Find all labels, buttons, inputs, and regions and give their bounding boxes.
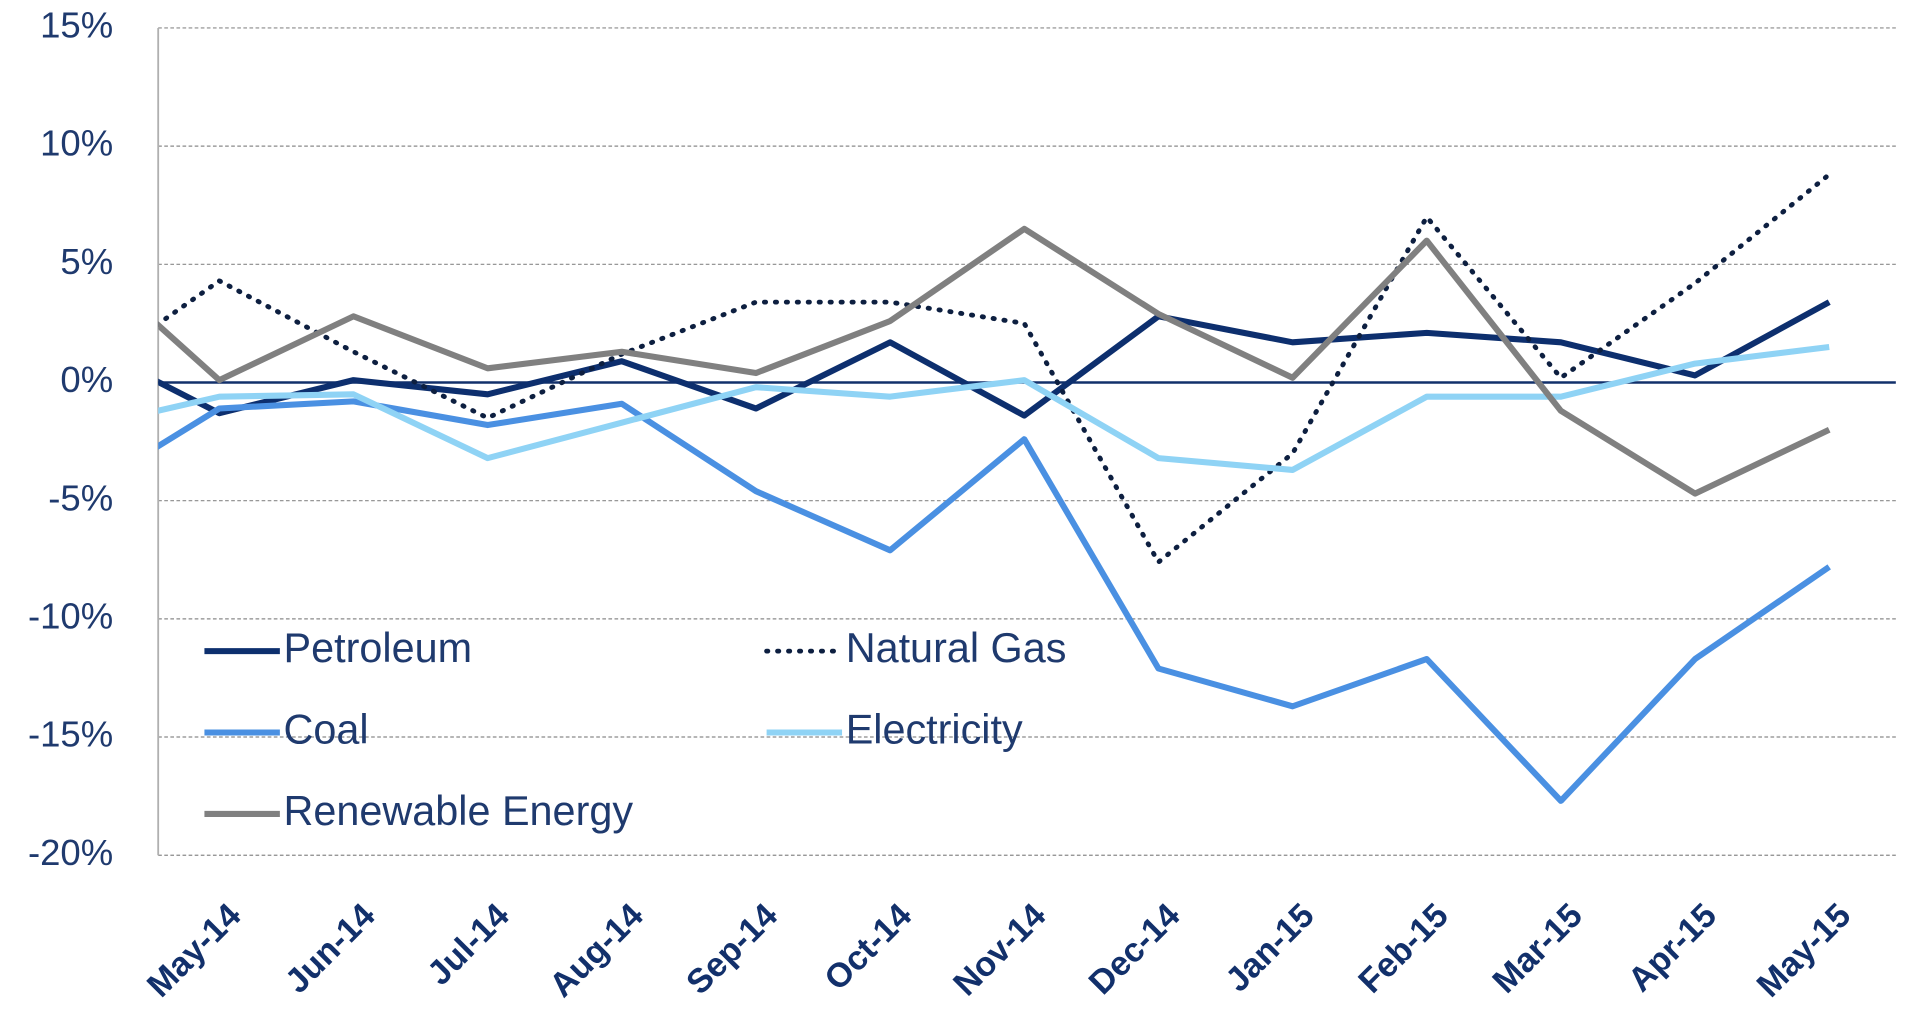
legend-label: Natural Gas [846,625,1067,671]
y-tick-label: -20% [28,832,113,873]
x-tick-label: Aug-14 [542,896,651,1004]
x-tick-label: Oct-14 [817,896,919,998]
x-tick-label: Jan-15 [1218,896,1321,999]
x-tick-label: Sep-14 [679,896,785,1002]
x-tick-label: Mar-15 [1485,896,1590,1000]
x-tick-label: May-15 [1750,896,1859,1004]
y-tick-label: 0% [60,359,113,400]
x-tick-label: Feb-15 [1351,896,1456,1000]
series-line [158,299,1831,419]
series-line [158,225,1831,497]
series-line [158,344,1830,473]
x-tick-label: Jul-14 [420,896,517,992]
y-tick-label: 10% [40,123,113,164]
plot-area [158,172,1832,804]
series-line [158,172,1832,565]
x-tick-label: Jun-14 [278,896,383,1000]
legend-label: Coal [284,706,369,752]
x-tick-label: Dec-14 [1082,896,1188,1002]
y-tick-label: 15% [40,5,113,46]
y-tick-label: -5% [48,477,113,518]
x-tick-label: Apr-15 [1621,896,1724,999]
y-tick-label: -15% [28,714,113,755]
legend-label: Electricity [846,706,1023,752]
x-tick-label: Nov-14 [946,896,1053,1003]
legend-label: Renewable Energy [284,788,634,834]
legend-label: Petroleum [284,625,473,671]
x-tick-label: May-14 [140,896,249,1004]
y-tick-label: -10% [28,596,113,637]
y-tick-label: 5% [60,241,113,282]
